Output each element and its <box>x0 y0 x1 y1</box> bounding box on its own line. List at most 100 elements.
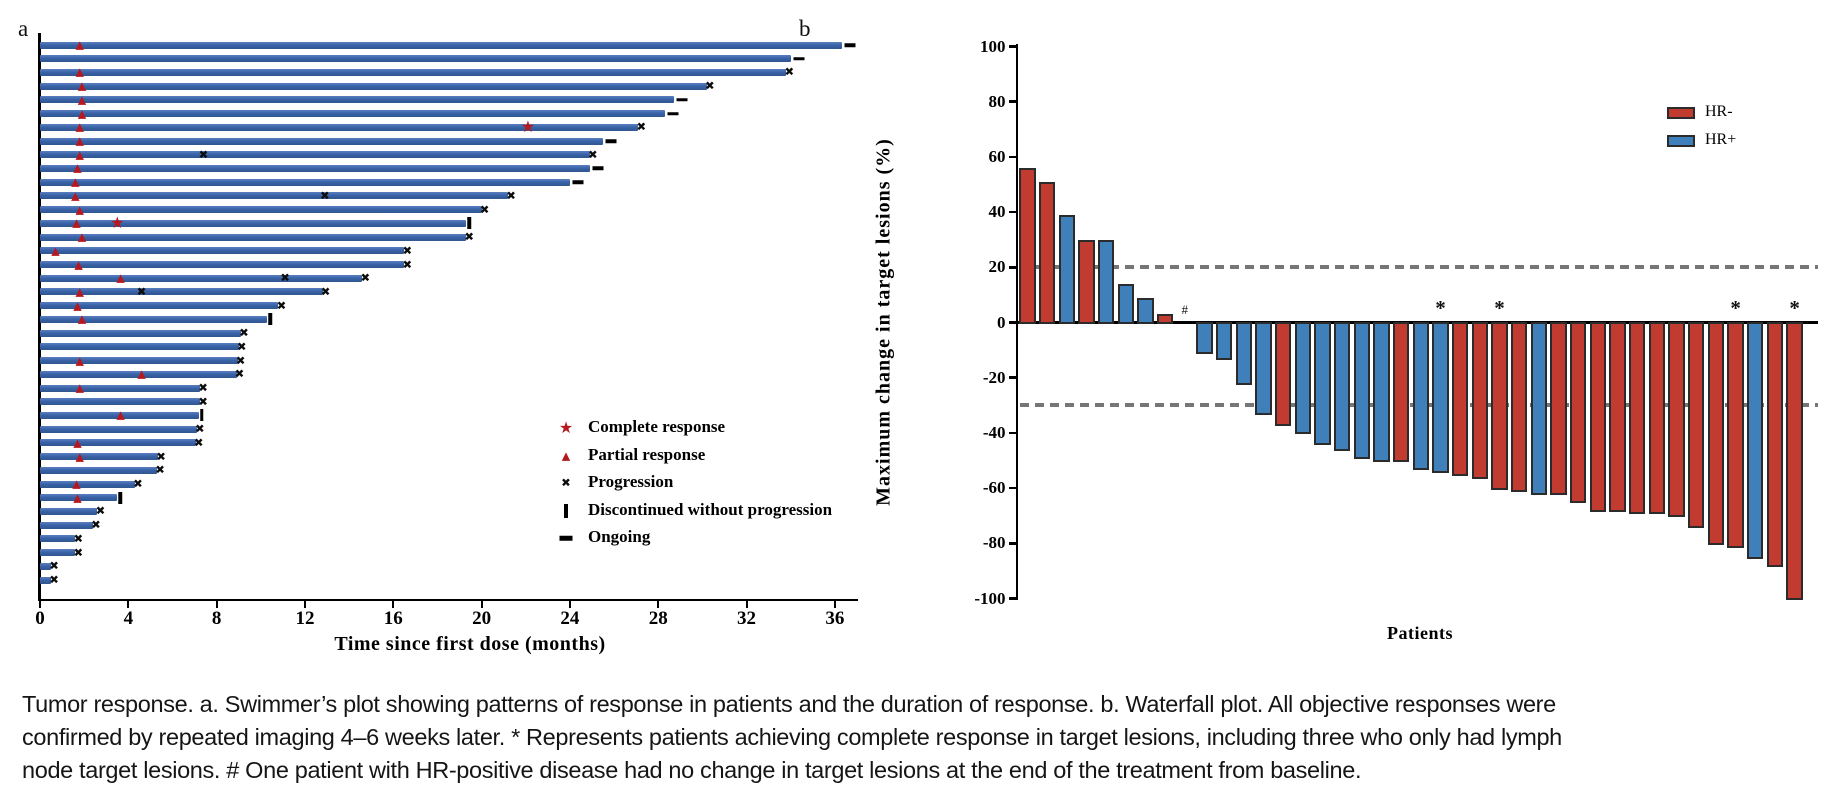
progression-marker: ✖ <box>91 517 101 532</box>
progression-marker: ✖ <box>704 78 715 93</box>
swimmer-legend: ★ Complete response ▲ Partial response ✖ Prog… <box>0 0 880 680</box>
partial-response-marker: ▲ <box>72 477 81 491</box>
partial-response-marker: ▲ <box>75 381 84 395</box>
swimmer-bar <box>40 535 76 543</box>
swimmer-bar <box>40 549 76 557</box>
swimmer-axis-tick-label: 32 <box>737 608 757 629</box>
partial-response-marker: ▲ <box>71 189 80 203</box>
swimmer-axis-tick-label: 4 <box>123 608 134 629</box>
panel-a-label: a <box>18 16 29 41</box>
waterfall-bar <box>1353 322 1371 460</box>
swimmer-bar <box>40 343 239 351</box>
swimmer-bar <box>40 425 197 433</box>
swimmer-axis-tick <box>657 601 660 608</box>
waterfall-bar <box>1058 214 1076 325</box>
swimmer-axis-tick-label: 24 <box>560 608 580 629</box>
waterfall-bar <box>1471 322 1489 479</box>
progression-marker: ✖ <box>234 366 245 381</box>
waterfall-bar <box>1569 322 1587 504</box>
progression-marker: ✖ <box>236 339 247 354</box>
progression-marker: ✖ <box>506 188 516 203</box>
waterfall-axis-tick-label: -80 <box>982 533 1006 553</box>
progression-marker: ✖ <box>198 393 208 408</box>
complete-response-legend-icon: ★ <box>558 418 574 437</box>
partial-response-marker: ▲ <box>73 491 82 505</box>
ongoing-marker <box>793 56 805 61</box>
swimmer-bar <box>40 562 52 570</box>
annotation-asterisk: * <box>1494 296 1505 320</box>
progression-marker: ✖ <box>198 380 208 395</box>
partial-response-marker: ▲ <box>77 312 87 326</box>
swimmer-axis-tick-label: 16 <box>383 608 403 629</box>
swimmer-y-axis <box>38 33 41 600</box>
waterfall-axis-tick-label: -100 <box>974 588 1006 608</box>
waterfall-axis-tick <box>1008 542 1016 545</box>
swimmer-bar <box>40 164 590 172</box>
ongoing-marker <box>592 166 604 171</box>
swimmer-bar <box>40 329 241 337</box>
swimmer-bar <box>40 384 201 392</box>
waterfall-x-axis-title: Patients <box>1387 623 1453 643</box>
partial-response-marker: ▲ <box>71 175 80 189</box>
swimmer-bar <box>40 288 323 296</box>
progression-marker: ✖ <box>49 558 59 573</box>
progression-marker: ✖ <box>320 188 330 203</box>
waterfall-legend-label: HR+ <box>1705 130 1737 148</box>
swimmer-bar <box>40 398 201 406</box>
swimmer-axis-tick <box>480 601 483 608</box>
swimmer-bar <box>40 315 268 323</box>
waterfall-axis-tick <box>1008 486 1016 490</box>
progression-marker: ✖ <box>402 243 413 258</box>
waterfall-axis-tick <box>1008 376 1016 379</box>
progression-marker: ✖ <box>402 256 413 271</box>
partial-response-marker: ▲ <box>75 120 84 134</box>
waterfall-axis-tick-label: -60 <box>982 478 1006 498</box>
waterfall-axis-tick <box>1008 100 1016 103</box>
partial-response-marker: ▲ <box>116 271 125 285</box>
waterfall-axis-tick-label: 0 <box>997 312 1006 332</box>
partial-response-marker: ▲ <box>75 354 84 368</box>
waterfall-bar <box>1589 322 1607 512</box>
waterfall-axis-tick <box>1008 45 1016 48</box>
discontinued-marker <box>268 313 273 326</box>
progression-marker: ✖ <box>73 544 84 559</box>
partial-response-marker: ▲ <box>77 79 87 93</box>
swimmer-bar <box>40 357 238 365</box>
waterfall-bar <box>1668 322 1685 518</box>
waterfall-bar <box>1274 322 1292 427</box>
waterfall-axis-tick-label: 40 <box>988 202 1006 222</box>
waterfall-bar <box>1019 167 1036 325</box>
swimmer-bar <box>40 206 482 214</box>
progression-marker: ✖ <box>587 147 598 161</box>
discontinued-marker <box>467 217 471 230</box>
waterfall-bar <box>1235 322 1253 385</box>
panel-b-label: b <box>799 16 811 41</box>
waterfall-axis-tick-label: -40 <box>982 422 1006 442</box>
progression-marker: ✖ <box>133 476 143 491</box>
waterfall-axis-tick-label: 60 <box>988 146 1006 166</box>
swimmer-axis-tick <box>568 601 571 608</box>
partial-response-legend-icon: ▲ <box>561 449 571 462</box>
swimmer-bar <box>40 494 118 502</box>
discontinued-legend-icon <box>564 503 568 518</box>
waterfall-axis-tick-label: 100 <box>980 36 1006 56</box>
swimmer-legend-label: Progression <box>588 472 674 491</box>
partial-response-marker: ▲ <box>77 107 87 121</box>
swimmer-bar <box>40 96 674 104</box>
swimmer-axis-tick <box>392 601 395 608</box>
waterfall-axis-tick <box>1008 597 1016 600</box>
waterfall-bar <box>1530 322 1548 496</box>
partial-response-marker: ▲ <box>77 93 87 107</box>
swimmer-bar <box>40 507 98 515</box>
waterfall-bar <box>1491 322 1508 490</box>
partial-response-marker: ▲ <box>77 230 87 244</box>
swimmer-axis-tick-label: 8 <box>211 608 222 629</box>
complete-response-marker: ★ <box>110 213 125 233</box>
waterfall-bar <box>1786 322 1803 600</box>
progression-marker: ✖ <box>156 448 166 463</box>
partial-response-marker: ▲ <box>51 244 60 258</box>
waterfall-bar <box>1451 322 1469 476</box>
annotation-asterisk: * <box>1789 296 1800 320</box>
swimmer-bar <box>40 82 707 90</box>
caption-line-3: node target lesions. # One patient with … <box>22 757 1362 783</box>
